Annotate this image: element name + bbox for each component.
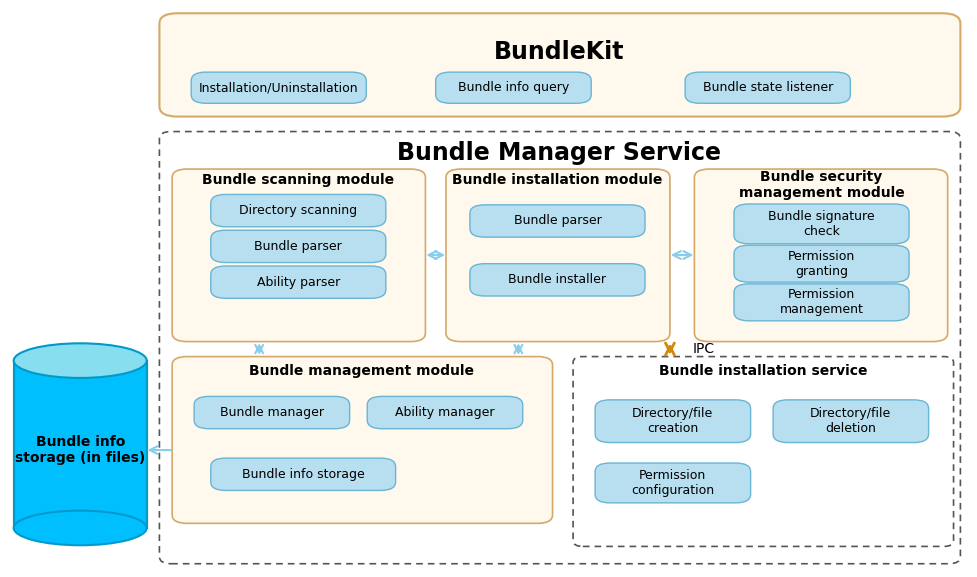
FancyBboxPatch shape (191, 72, 365, 103)
Text: Bundle installation service: Bundle installation service (658, 364, 867, 378)
Text: Permission
configuration: Permission configuration (631, 469, 713, 497)
FancyBboxPatch shape (446, 169, 669, 342)
FancyBboxPatch shape (594, 463, 750, 503)
Ellipse shape (14, 343, 147, 378)
Text: Ability manager: Ability manager (395, 406, 494, 419)
Text: Directory/file
deletion: Directory/file deletion (809, 407, 891, 435)
FancyBboxPatch shape (367, 396, 522, 429)
Text: Ability parser: Ability parser (256, 276, 340, 288)
FancyBboxPatch shape (694, 169, 947, 342)
Text: Bundle installer: Bundle installer (508, 273, 606, 286)
FancyBboxPatch shape (733, 284, 909, 321)
FancyBboxPatch shape (172, 169, 425, 342)
Text: Bundle scanning module: Bundle scanning module (202, 173, 394, 187)
FancyBboxPatch shape (172, 357, 552, 523)
Text: Bundle management module: Bundle management module (249, 364, 474, 378)
Text: Bundle parser: Bundle parser (254, 240, 342, 253)
Text: Bundle Manager Service: Bundle Manager Service (397, 141, 721, 165)
FancyBboxPatch shape (193, 396, 350, 429)
FancyBboxPatch shape (684, 72, 850, 103)
FancyBboxPatch shape (211, 194, 385, 227)
Ellipse shape (14, 511, 147, 545)
Text: Bundle manager: Bundle manager (220, 406, 323, 419)
Text: Permission
granting: Permission granting (787, 250, 854, 278)
FancyBboxPatch shape (159, 13, 959, 117)
Text: Installation/Uninstallation: Installation/Uninstallation (198, 81, 359, 94)
Text: Directory/file
creation: Directory/file creation (631, 407, 713, 435)
FancyBboxPatch shape (211, 458, 395, 490)
Text: Bundle parser: Bundle parser (513, 215, 601, 227)
Text: Bundle info
storage (in files): Bundle info storage (in files) (15, 435, 146, 465)
Text: Bundle installation module: Bundle installation module (451, 173, 662, 187)
Text: Bundle info storage: Bundle info storage (241, 468, 364, 481)
Text: BundleKit: BundleKit (493, 40, 624, 64)
Bar (14, 361, 147, 528)
FancyBboxPatch shape (573, 357, 953, 546)
Text: Bundle security
management module: Bundle security management module (738, 170, 904, 200)
FancyBboxPatch shape (211, 230, 385, 263)
FancyBboxPatch shape (469, 205, 645, 237)
Text: Bundle state listener: Bundle state listener (701, 81, 832, 94)
Text: Permission
management: Permission management (779, 288, 863, 316)
FancyBboxPatch shape (211, 266, 385, 298)
FancyBboxPatch shape (772, 400, 928, 443)
Text: Bundle info query: Bundle info query (457, 81, 569, 94)
Text: Directory scanning: Directory scanning (239, 204, 357, 217)
FancyBboxPatch shape (159, 132, 959, 564)
FancyBboxPatch shape (733, 245, 909, 282)
FancyBboxPatch shape (594, 400, 750, 443)
Text: IPC: IPC (692, 342, 714, 356)
FancyBboxPatch shape (436, 72, 590, 103)
Text: Bundle signature
check: Bundle signature check (767, 210, 874, 238)
FancyBboxPatch shape (733, 204, 909, 243)
FancyBboxPatch shape (469, 264, 645, 296)
